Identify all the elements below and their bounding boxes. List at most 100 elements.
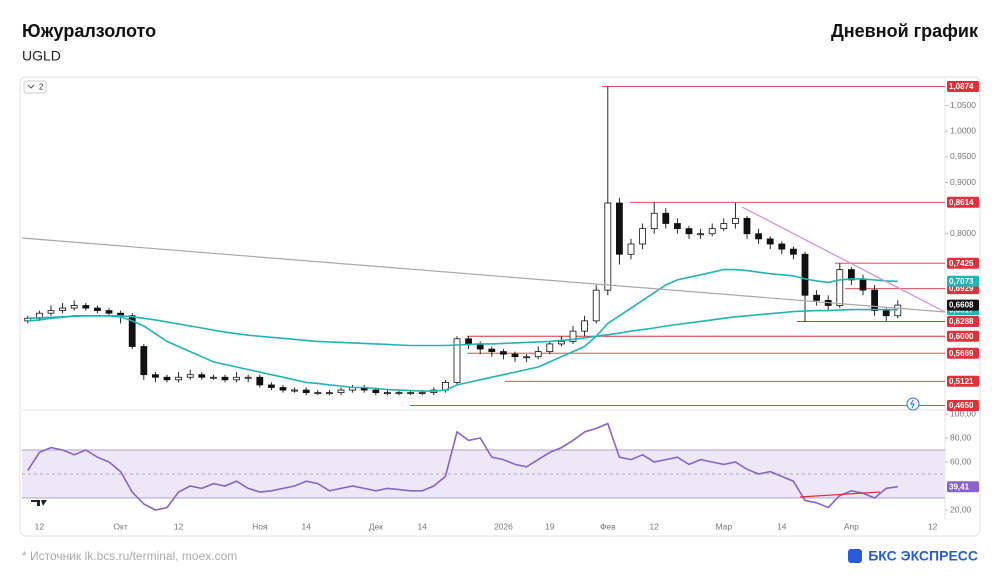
trend-line <box>741 206 946 313</box>
chart-frame <box>19 76 981 537</box>
source-note: * Источник lk.bcs.ru/terminal, moex.com <box>22 549 237 563</box>
price-badge-label: 0,8614 <box>949 198 974 207</box>
candle-body <box>221 376 229 381</box>
candle-body <box>743 217 751 235</box>
plot: 1,0500 1,0000 0,9500 0,9000 0,8000 100,00 80,0… <box>22 80 979 531</box>
candle-body <box>59 307 66 312</box>
candle-body <box>650 212 658 230</box>
event-glyph <box>910 399 915 409</box>
candle-body <box>233 376 241 381</box>
logo: БКС ЭКСПРЕСС <box>868 548 978 564</box>
candle-body <box>685 228 693 235</box>
title: Южуралзолото <box>22 21 156 41</box>
x-tick-label: Окт <box>113 521 127 531</box>
candle-body <box>465 338 473 345</box>
x-tick-label: Ноя <box>252 521 268 531</box>
candle-body <box>558 340 565 345</box>
candle-body <box>639 228 646 245</box>
x-tick-label: 12 <box>35 521 45 531</box>
candle-body <box>790 248 797 255</box>
candle-body <box>859 279 867 291</box>
candle-body <box>836 269 844 306</box>
x-tick-label: Дек <box>369 521 383 531</box>
divergence-line <box>799 491 881 498</box>
candle-body <box>314 392 322 395</box>
candle-body <box>163 376 171 381</box>
subtitle: Дневной график <box>831 21 979 41</box>
candle-body <box>291 389 299 392</box>
candle-body <box>778 243 786 250</box>
price-badge <box>947 257 979 269</box>
rsi-tick-label: 20,00 <box>950 504 972 514</box>
rsi-line <box>27 422 898 511</box>
candle-body <box>523 356 530 359</box>
candle-body <box>708 228 716 235</box>
candle-body <box>198 374 206 378</box>
price-badge-label: 0,4650 <box>949 401 974 410</box>
price-badge <box>947 299 979 311</box>
candle-body <box>128 315 136 347</box>
x-tick-label: 2026 <box>494 521 513 531</box>
candle-body <box>395 392 403 395</box>
trend-line <box>21 237 946 313</box>
price-badge-label: 0,7425 <box>949 259 974 268</box>
candle-body <box>105 310 113 314</box>
chevron-icon <box>27 84 35 89</box>
candle-body <box>267 384 275 388</box>
y-tick-label: 0,9500 <box>950 151 976 161</box>
candle-body <box>47 310 55 314</box>
price-badge <box>947 399 979 411</box>
candle-body <box>325 392 333 395</box>
candle-body <box>581 320 588 332</box>
candle-body <box>511 353 519 358</box>
price-badge-label: 0,5669 <box>949 349 974 358</box>
candle-body <box>592 289 600 322</box>
candle-body <box>453 338 461 383</box>
price-badge <box>947 330 979 342</box>
toolbar-button[interactable] <box>23 80 47 94</box>
candle-body <box>372 389 380 394</box>
candle-body <box>175 376 183 381</box>
x-tick-label: 14 <box>301 521 311 531</box>
x-tick-label: 14 <box>417 521 427 531</box>
toolbar-badge: 2 <box>39 83 44 92</box>
rsi-tick-label: 100,00 <box>950 408 976 418</box>
x-tick-label: Мар <box>715 521 732 531</box>
price-badge-label: 0,6000 <box>949 332 974 341</box>
price-badge <box>947 196 979 208</box>
price-badge-label: 0,5121 <box>949 377 974 386</box>
x-tick-label: 12 <box>928 521 938 531</box>
x-tick-label: 14 <box>777 521 787 531</box>
price-badge <box>947 80 979 92</box>
candle-body <box>755 233 762 240</box>
x-tick-label: Фев <box>600 521 616 531</box>
rsi-badge-label: 39,41 <box>949 482 970 491</box>
candle-body <box>279 387 287 391</box>
tv-logo <box>31 500 47 506</box>
candle-body <box>488 348 496 353</box>
y-tick-label: 1,0000 <box>950 126 976 136</box>
rsi-tick-label: 80,00 <box>950 432 972 442</box>
price-badge <box>947 315 979 327</box>
candle-body <box>674 223 681 230</box>
y-tick-label: 0,8000 <box>950 228 976 238</box>
rsi-tick-label: 60,00 <box>950 456 972 466</box>
candle-body <box>813 294 820 301</box>
candle-body <box>546 343 554 353</box>
candle-body <box>70 305 78 309</box>
x-tick-label: 12 <box>174 521 184 531</box>
price-badge-label: 0,6608 <box>949 301 974 310</box>
logo-icon <box>848 549 862 563</box>
price-badge-label: 0,6288 <box>949 317 974 326</box>
candle-body <box>383 392 391 395</box>
candle-body <box>697 233 704 236</box>
candle-body <box>186 374 194 378</box>
price-badge-label: 0,7073 <box>949 277 974 286</box>
candle-body <box>499 351 507 355</box>
rsi-badge <box>947 481 979 493</box>
price-badge <box>947 275 979 287</box>
candle-body <box>256 376 264 386</box>
price-badge <box>947 375 979 387</box>
